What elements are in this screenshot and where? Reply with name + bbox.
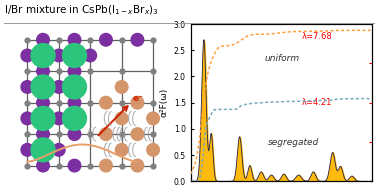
Circle shape [53,81,65,93]
Circle shape [147,144,160,156]
Circle shape [100,159,112,172]
Circle shape [37,33,49,46]
Text: e⁻: e⁻ [133,94,144,103]
Circle shape [31,75,55,99]
Text: segregated: segregated [268,138,319,147]
Circle shape [131,128,144,140]
Circle shape [115,144,128,156]
Circle shape [115,112,128,125]
Circle shape [31,43,55,68]
Circle shape [115,81,128,93]
Text: uniform: uniform [265,54,300,63]
Circle shape [131,96,144,109]
Circle shape [21,144,34,156]
Circle shape [100,128,112,140]
Circle shape [68,33,81,46]
Circle shape [84,49,96,62]
Circle shape [68,159,81,172]
Circle shape [62,43,87,68]
Circle shape [37,96,49,109]
Circle shape [68,128,81,140]
Circle shape [31,106,55,130]
Circle shape [68,65,81,78]
Circle shape [53,144,65,156]
Circle shape [131,159,144,172]
Circle shape [37,128,49,140]
Circle shape [100,33,112,46]
Text: λ=7.68: λ=7.68 [302,32,333,41]
Circle shape [37,159,49,172]
Circle shape [147,112,160,125]
Circle shape [62,106,87,130]
Circle shape [21,49,34,62]
Circle shape [100,96,112,109]
Y-axis label: α²F(ω): α²F(ω) [159,88,168,117]
Text: I/Br mixture in CsPb(I$_{1-x}$Br$_x$)$_3$: I/Br mixture in CsPb(I$_{1-x}$Br$_x$)$_3… [4,4,159,17]
Circle shape [37,65,49,78]
Circle shape [53,112,65,125]
Text: λ=4.21: λ=4.21 [302,98,332,107]
Circle shape [21,112,34,125]
Circle shape [62,75,87,99]
Circle shape [53,49,65,62]
Circle shape [31,138,55,162]
Circle shape [131,33,144,46]
Circle shape [21,81,34,93]
Circle shape [68,96,81,109]
